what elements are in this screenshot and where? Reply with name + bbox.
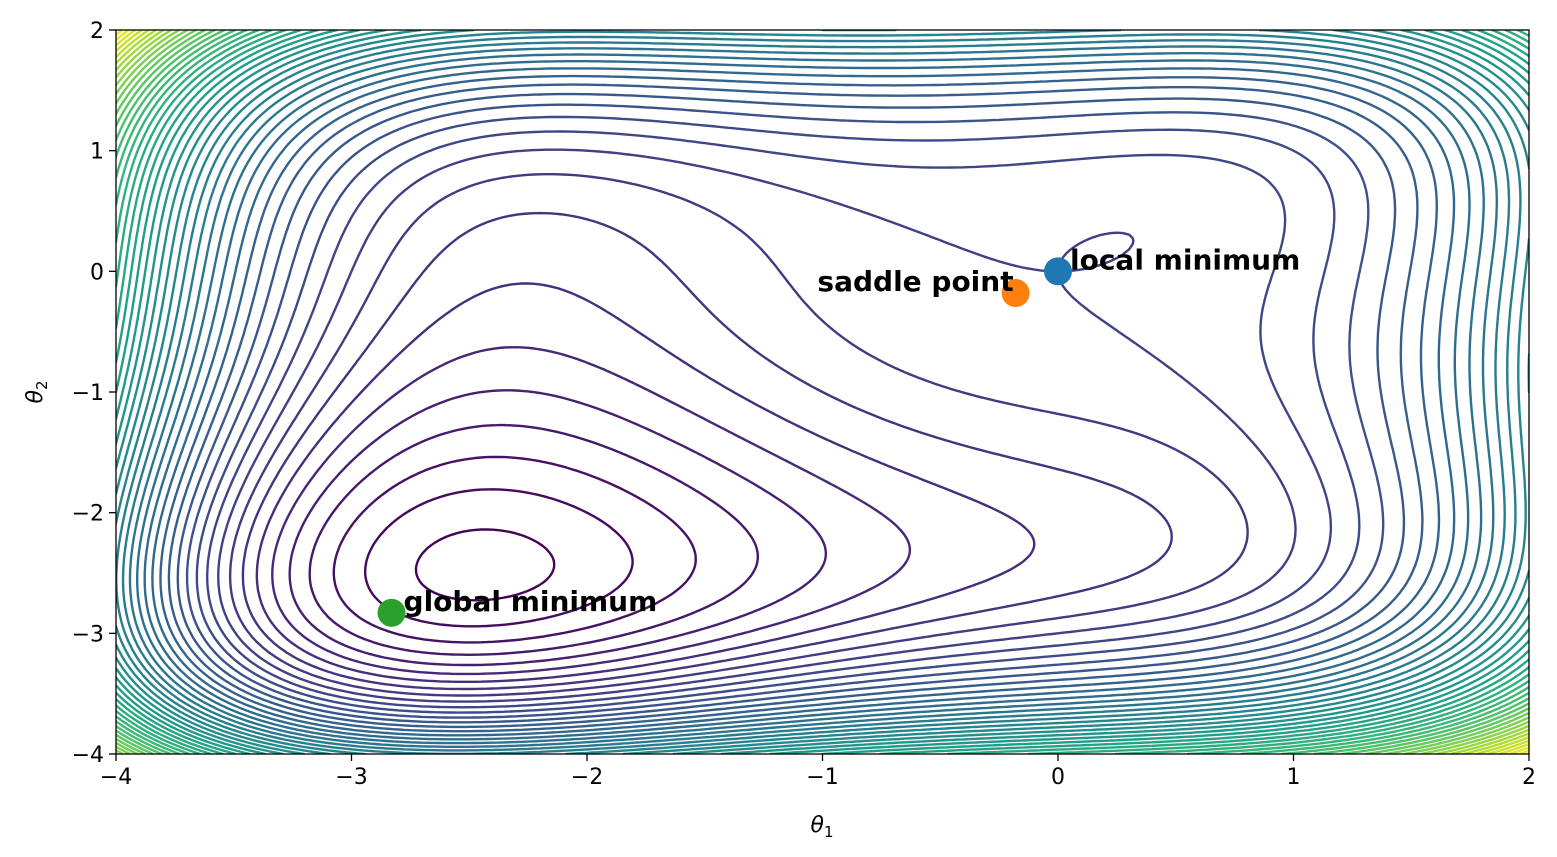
x-tick-label: 1 bbox=[1287, 765, 1301, 790]
x-tick-label: −2 bbox=[571, 765, 603, 790]
contour-level bbox=[151, 67, 1456, 737]
contour-level bbox=[241, 211, 1173, 691]
y-axis-label: θ2 bbox=[23, 380, 51, 403]
contour-level bbox=[128, 45, 1498, 748]
contour-level bbox=[116, 30, 1529, 754]
contour-level bbox=[116, 30, 1529, 754]
contour-level bbox=[116, 30, 1529, 754]
y-tick-label: 1 bbox=[90, 140, 104, 165]
contour-level bbox=[116, 30, 1529, 754]
contour-level bbox=[116, 30, 1529, 754]
y-tick-label: −1 bbox=[72, 381, 104, 406]
contour-level bbox=[195, 115, 1361, 714]
contour-level bbox=[185, 103, 1385, 719]
x-axis-label: θ1 bbox=[810, 813, 833, 841]
critical-point-label: saddle point bbox=[817, 265, 1013, 298]
contour-level bbox=[116, 30, 1529, 754]
y-tick-label: −3 bbox=[72, 622, 104, 647]
contour-level bbox=[116, 30, 1529, 754]
critical-point-marker bbox=[1001, 279, 1030, 308]
critical-point-marker bbox=[1044, 257, 1072, 286]
contour-level bbox=[116, 33, 1522, 754]
contour-level bbox=[143, 59, 1471, 741]
contour-level bbox=[414, 528, 556, 602]
critical-point-label: global minimum bbox=[404, 585, 658, 618]
contour-level bbox=[288, 389, 827, 667]
y-tick-label: 2 bbox=[90, 19, 104, 44]
contour-level bbox=[121, 39, 1511, 752]
contour-level bbox=[116, 30, 1529, 754]
contour-level bbox=[116, 30, 1529, 754]
contour-level bbox=[217, 148, 1297, 703]
y-tick-label: −4 bbox=[72, 743, 104, 768]
contour-level bbox=[116, 30, 1529, 754]
x-tick-label: −4 bbox=[100, 765, 132, 790]
x-tick-label: 0 bbox=[1051, 765, 1065, 790]
x-axis: −4 −3 −2 −1 0 1 2 bbox=[100, 754, 1536, 790]
critical-points: local minimum saddle point global minimum bbox=[377, 243, 1300, 627]
critical-point-marker bbox=[377, 598, 406, 627]
y-axis: −4 −3 −2 −1 0 1 2 bbox=[72, 19, 116, 768]
x-tick-label: 2 bbox=[1522, 765, 1536, 790]
contour-level bbox=[116, 30, 1529, 754]
x-tick-label: −3 bbox=[335, 765, 367, 790]
contour-level bbox=[167, 83, 1424, 729]
contour-level bbox=[116, 30, 1529, 754]
contour-level bbox=[271, 346, 912, 676]
y-tick-label: 0 bbox=[90, 260, 104, 285]
contour-level bbox=[255, 282, 1036, 683]
contour-level bbox=[159, 74, 1441, 733]
x-tick-label: −1 bbox=[806, 765, 838, 790]
y-tick-label: −2 bbox=[72, 502, 104, 527]
contour-level bbox=[116, 30, 1529, 754]
contour-level bbox=[116, 30, 1529, 754]
contour-level bbox=[116, 30, 1529, 754]
contour-level bbox=[332, 455, 697, 644]
contour-level bbox=[116, 30, 1529, 754]
contour-level bbox=[116, 30, 1529, 754]
contour-level bbox=[136, 52, 1485, 745]
critical-point-label: local minimum bbox=[1070, 243, 1300, 276]
contour-level bbox=[308, 423, 759, 656]
contour-level bbox=[116, 30, 1529, 754]
contour-level bbox=[228, 173, 1249, 697]
contour-level bbox=[206, 130, 1333, 709]
contour-level bbox=[364, 488, 634, 628]
contour-level bbox=[176, 92, 1406, 724]
